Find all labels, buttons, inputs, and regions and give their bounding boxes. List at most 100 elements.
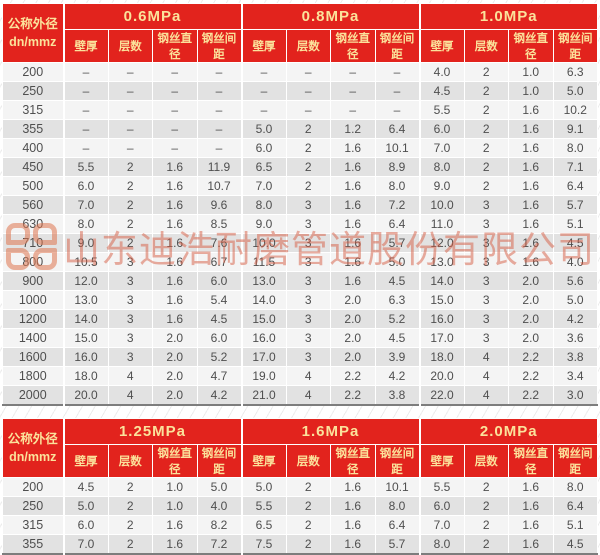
value-cell: 4.0 — [196, 496, 242, 516]
table-row: 630 8.0 2 1.6 8.5 9.0 3 1.6 6.4 11.0 3 1.6 5.1 — [2, 214, 598, 234]
table-row: 315– – – – – – – –5.5 2 1.6 10.2 — [2, 100, 598, 120]
value-cell: 2.2 — [330, 385, 376, 406]
value-cell: – — [107, 81, 153, 101]
table-row: 315 6.0 2 1.6 8.2 6.5 2 1.6 6.4 7.0 2 1.6 5.1 — [2, 515, 598, 535]
value-cell: 2.2 — [330, 366, 376, 386]
value-cell: 8.0 — [240, 195, 287, 215]
table1-body: 200– – – – – – – –4.0 2 1.0 6.3 250– – – – – – – –4.5 2 1.0 5… — [2, 62, 598, 406]
value-cell: 2 — [285, 515, 331, 535]
dn-cell: 355 — [2, 534, 65, 555]
value-cell: 4.2 — [552, 309, 598, 329]
subheader-wall-thickness: 壁厚 — [418, 444, 465, 478]
value-cell: 2 — [463, 496, 509, 516]
subheader-wire-diameter: 钢丝直径 — [152, 29, 198, 63]
subheader-wall-thickness: 壁厚 — [62, 29, 109, 63]
table-row: 500 6.0 2 1.6 10.7 7.0 2 1.6 8.0 9.0 2 1.6 6.4 — [2, 176, 598, 196]
value-cell: 4 — [463, 366, 509, 386]
subheader-wire-spacing: 钢丝间距 — [552, 29, 598, 63]
value-cell: 1.6 — [152, 271, 198, 291]
value-cell: 18.0 — [62, 366, 109, 386]
subheader-layers: 层数 — [107, 29, 153, 63]
value-cell: 5.5 — [240, 496, 287, 516]
value-cell: 9.0 — [62, 233, 109, 253]
value-cell: 2.0 — [330, 347, 376, 367]
subheader-layers: 层数 — [463, 444, 509, 478]
value-cell: 5.4 — [196, 290, 242, 310]
value-cell: 1.6 — [508, 534, 554, 555]
value-cell: 13.0 — [240, 271, 287, 291]
value-cell: 4 — [285, 385, 331, 406]
subheader-wall-thickness: 壁厚 — [240, 444, 287, 478]
value-cell: – — [285, 81, 331, 101]
value-cell: 16.0 — [418, 309, 465, 329]
value-cell: 2 — [285, 157, 331, 177]
value-cell: 2.0 — [330, 328, 376, 348]
value-cell: 1.6 — [508, 157, 554, 177]
subheader-wire-diameter: 钢丝直径 — [152, 444, 198, 478]
value-cell: 20.0 — [62, 385, 109, 406]
value-cell: 1.6 — [330, 195, 376, 215]
value-cell: 5.0 — [196, 477, 242, 497]
value-cell: 1.6 — [508, 515, 554, 535]
value-cell: 3.8 — [552, 347, 598, 367]
value-cell: 4.5 — [374, 328, 420, 348]
value-cell: 2 — [107, 477, 153, 497]
value-cell: – — [196, 81, 242, 101]
value-cell: 4 — [107, 366, 153, 386]
value-cell: 10.1 — [374, 138, 420, 158]
subheader-wire-spacing: 钢丝间距 — [196, 29, 242, 63]
value-cell: 8.5 — [196, 214, 242, 234]
value-cell: 3 — [285, 328, 331, 348]
value-cell: 5.0 — [552, 81, 598, 101]
value-cell: 2.0 — [330, 290, 376, 310]
value-cell: 6.4 — [552, 176, 598, 196]
value-cell: 4.5 — [374, 271, 420, 291]
value-cell: 2 — [107, 496, 153, 516]
value-cell: 6.0 — [196, 271, 242, 291]
value-cell: 4.0 — [418, 62, 465, 82]
dn-cell: 1400 — [2, 328, 65, 348]
value-cell: – — [330, 100, 376, 120]
value-cell: 1.6 — [152, 176, 198, 196]
value-cell: 4 — [463, 347, 509, 367]
value-cell: 2 — [285, 138, 331, 158]
pressure-header-0.8mpa: 0.8MPa — [240, 3, 420, 30]
pressure-header-0.6mpa: 0.6MPa — [62, 3, 242, 30]
value-cell: 2 — [463, 157, 509, 177]
value-cell: 11.0 — [418, 214, 465, 234]
value-cell: 14.0 — [418, 271, 465, 291]
table-row: 1000 13.0 3 1.6 5.4 14.0 3 2.0 6.3 15.0 3 2.0 5.0 — [2, 290, 598, 310]
value-cell: 1.6 — [152, 233, 198, 253]
value-cell: 2.0 — [152, 328, 198, 348]
value-cell: 5.1 — [552, 214, 598, 234]
value-cell: 10.1 — [374, 477, 420, 497]
value-cell: 18.0 — [418, 347, 465, 367]
dn-cell: 250 — [2, 81, 65, 101]
value-cell: 1.6 — [508, 176, 554, 196]
value-cell: 1.6 — [152, 534, 198, 555]
value-cell: – — [62, 138, 109, 158]
value-cell: 3 — [107, 252, 153, 272]
value-cell: 2 — [107, 515, 153, 535]
value-cell: 2 — [463, 119, 509, 139]
value-cell: 10.2 — [552, 100, 598, 120]
value-cell: 3 — [463, 309, 509, 329]
value-cell: – — [330, 81, 376, 101]
value-cell: 3 — [463, 328, 509, 348]
value-cell: 1.6 — [330, 534, 376, 555]
value-cell: – — [240, 100, 287, 120]
value-cell: 5.6 — [552, 271, 598, 291]
value-cell: 1.6 — [508, 100, 554, 120]
value-cell: 1.6 — [152, 214, 198, 234]
value-cell: 8.0 — [418, 534, 465, 555]
dn-cell: 2000 — [2, 385, 65, 406]
value-cell: 6.4 — [552, 496, 598, 516]
value-cell: 6.0 — [196, 328, 242, 348]
value-cell: 2 — [285, 477, 331, 497]
value-cell: – — [62, 119, 109, 139]
value-cell: 2 — [463, 81, 509, 101]
value-cell: 6.5 — [240, 515, 287, 535]
value-cell: 17.0 — [240, 347, 287, 367]
value-cell: – — [240, 62, 287, 82]
subheader-wall-thickness: 壁厚 — [418, 29, 465, 63]
